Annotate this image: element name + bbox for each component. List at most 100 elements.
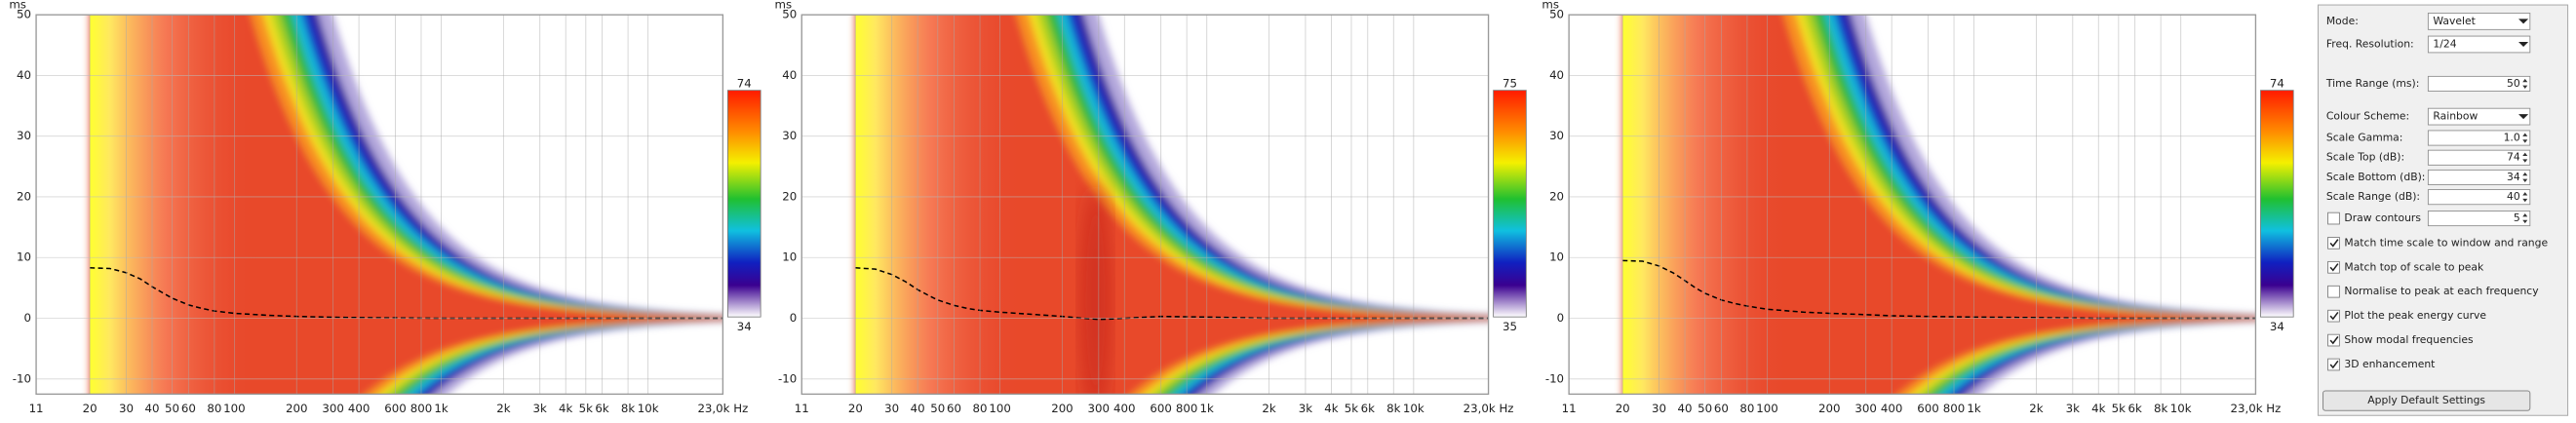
x-tick-label: 3k	[1299, 402, 1312, 415]
x-tick-label: 300	[322, 402, 344, 415]
x-tick-label: 1k	[1967, 402, 1980, 415]
spinner[interactable]	[2427, 211, 2531, 227]
checkbox-label: Show modal frequencies	[2344, 333, 2474, 346]
plot-border	[35, 14, 724, 396]
colorbar	[1493, 90, 1527, 318]
y-tick-label: 10	[782, 250, 797, 264]
check-mark	[2329, 263, 2339, 272]
spinner[interactable]	[2427, 189, 2531, 206]
y-tick-label: 40	[782, 68, 797, 82]
y-tick-label: 50	[17, 8, 31, 21]
x-tick-label: 80	[973, 402, 988, 415]
colorbar	[727, 90, 761, 318]
y-tick-label: 10	[1549, 250, 1564, 264]
setting-label: Scale Bottom (dB):	[2326, 171, 2426, 183]
dropdown[interactable]	[2427, 13, 2531, 30]
setting-label: Colour Scheme:	[2326, 110, 2409, 123]
x-tick-label: 400	[1113, 402, 1136, 415]
x-tick-label: 800	[1176, 402, 1198, 415]
dropdown-value: 1/24	[2433, 37, 2456, 50]
x-tick-label: 6k	[595, 402, 608, 415]
peak-energy-curve	[855, 267, 1489, 321]
dropdown-arrow	[2518, 114, 2529, 120]
colorbar	[2260, 90, 2294, 318]
check-mark	[2329, 311, 2339, 321]
x-tick-label: 3k	[533, 402, 547, 415]
x-tick-label: 4k	[1324, 402, 1338, 415]
x-tick-label: 11	[29, 402, 44, 415]
x-tick-label: 40	[1678, 402, 1693, 415]
x-tick-label: 5k	[2112, 402, 2126, 415]
checkbox-label: Match top of scale to peak	[2344, 260, 2484, 273]
checkbox[interactable]	[2327, 212, 2340, 225]
spinner-value: 5	[2514, 212, 2520, 224]
y-tick-label: 50	[782, 8, 797, 21]
x-tick-label: 6k	[2127, 402, 2141, 415]
plot-border	[1568, 14, 2257, 396]
onset-gradient	[1622, 15, 1791, 395]
button[interactable]	[2322, 390, 2531, 411]
spinner[interactable]	[2427, 169, 2531, 185]
y-tick-label: 30	[17, 129, 31, 142]
button-label: Apply Default Settings	[2367, 394, 2485, 406]
x-tick-label: 10k	[2170, 402, 2192, 415]
x-tick-label: 20	[1616, 402, 1630, 415]
spinner[interactable]	[2427, 75, 2531, 92]
x-tick-label: 80	[207, 402, 221, 415]
y-tick-label: 40	[1549, 68, 1564, 82]
dropdown-value: Rainbow	[2433, 110, 2478, 123]
checkbox[interactable]	[2327, 285, 2340, 298]
x-tick-label: 800	[410, 402, 433, 415]
y-axis-label: ms	[1542, 0, 1559, 12]
checkbox[interactable]	[2327, 358, 2340, 371]
dropdown[interactable]	[2427, 35, 2531, 54]
x-tick-label: 600	[1150, 402, 1172, 415]
spinner-value: 40	[2507, 190, 2520, 203]
x-tick-label: 11	[1562, 402, 1577, 415]
dropdown-arrow	[2518, 41, 2529, 48]
x-tick-label: 4k	[559, 402, 572, 415]
y-tick-label: 20	[17, 189, 31, 203]
dropdown[interactable]	[2427, 107, 2531, 126]
setting-label: Scale Range (dB):	[2326, 190, 2420, 203]
x-tick-label: 300	[1854, 402, 1877, 415]
y-tick-label: -10	[778, 371, 797, 385]
colorbar-min: 34	[737, 320, 752, 333]
x-tick-label: 1k	[1200, 402, 1214, 415]
x-tick-label: 200	[1051, 402, 1073, 415]
spinner-arrows	[2522, 152, 2528, 163]
y-tick-label: -10	[1545, 371, 1564, 385]
y-axis-label: ms	[775, 0, 793, 12]
colorbar-min: 34	[2270, 320, 2284, 333]
y-tick-label: 10	[17, 250, 31, 264]
check-mark	[2329, 239, 2339, 248]
spinner-value: 50	[2507, 77, 2520, 90]
checkbox[interactable]	[2327, 309, 2340, 323]
spectrogram	[90, 15, 723, 395]
x-tick-label: 100	[1756, 402, 1778, 415]
checkbox[interactable]	[2327, 260, 2340, 274]
x-tick-label: 600	[384, 402, 407, 415]
onset-gradient	[855, 15, 1024, 395]
checkbox[interactable]	[2327, 333, 2340, 347]
dropdown-arrow	[2518, 19, 2529, 24]
x-tick-label: 200	[286, 402, 308, 415]
spinner-value: 1.0	[2504, 132, 2520, 144]
x-tick-label: 5k	[1345, 402, 1358, 415]
colorbar-max: 75	[1503, 76, 1517, 90]
x-tick-label: 800	[1943, 402, 1966, 415]
setting-label: Time Range (ms):	[2325, 77, 2419, 90]
x-tick-label: 5k	[579, 402, 593, 415]
y-tick-label: -10	[13, 371, 31, 385]
spinner[interactable]	[2427, 130, 2531, 146]
spinner-value: 74	[2507, 151, 2520, 164]
dropdown-value: Wavelet	[2433, 15, 2475, 27]
spinner[interactable]	[2427, 149, 2531, 166]
x-tick-label: 400	[348, 402, 371, 415]
checkbox-label: Normalise to peak at each frequency	[2344, 285, 2539, 297]
x-tick-label: 20	[83, 402, 98, 415]
y-tick-label: 30	[1549, 129, 1564, 142]
checkbox[interactable]	[2327, 237, 2340, 250]
x-tick-label: 4k	[2091, 402, 2105, 415]
